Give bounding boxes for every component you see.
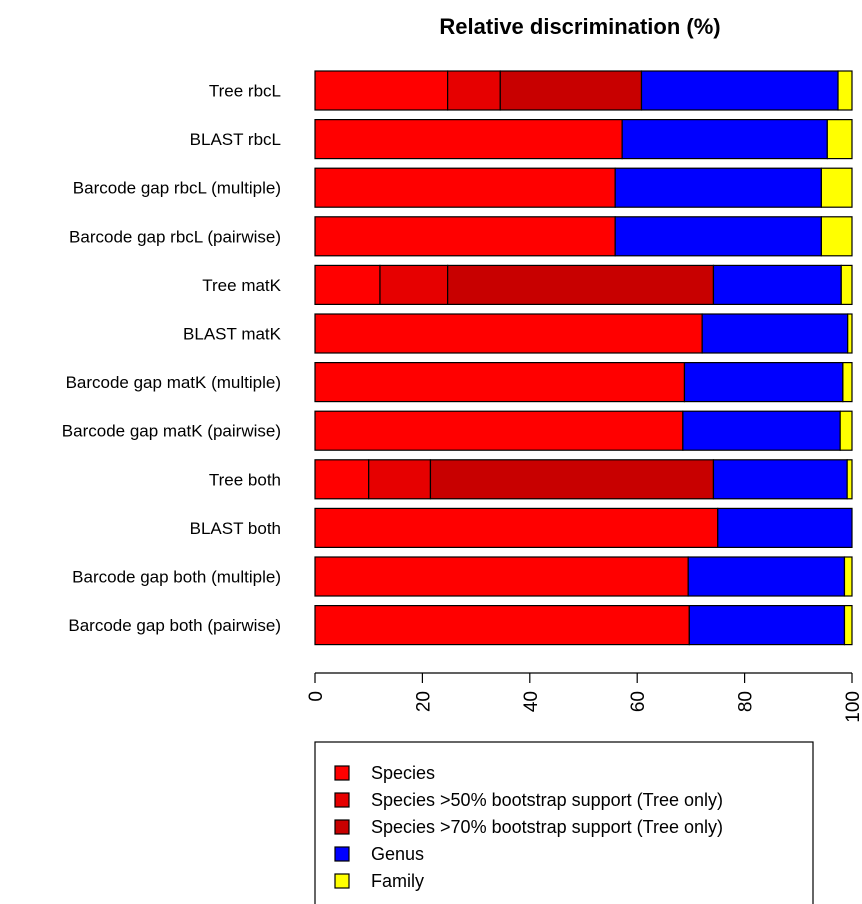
- category-label: Tree both: [209, 470, 281, 489]
- bar-segment-8-2: [429, 459, 715, 500]
- x-tick-label: 80: [736, 691, 757, 712]
- bar-segment-7-0: [314, 410, 684, 451]
- legend-swatch: [334, 846, 350, 862]
- x-tick-label: 20: [413, 691, 434, 712]
- bar-segment-4-2: [447, 264, 715, 305]
- legend-label: Genus: [371, 844, 424, 864]
- bar-segment-7-4: [839, 410, 853, 451]
- bar-segment-9-0: [314, 507, 719, 548]
- legend: Species Species >50% bootstrap support (T…: [314, 741, 814, 904]
- bar-segment-9-3: [717, 507, 853, 548]
- category-label: Barcode gap matK (pairwise): [62, 422, 281, 441]
- legend-swatch: [334, 873, 350, 889]
- bar-segment-6-3: [683, 362, 844, 403]
- legend-swatch: [334, 765, 350, 781]
- bar-segment-4-4: [840, 264, 853, 305]
- legend-swatch: [334, 819, 350, 835]
- bar-segment-4-3: [712, 264, 842, 305]
- bar-segment-0-3: [640, 70, 839, 111]
- x-axis: 0 20 40 60 80 100: [306, 672, 862, 723]
- category-label: BLAST matK: [183, 325, 282, 344]
- bar-segment-3-0: [314, 216, 616, 257]
- bar-segment-1-0: [314, 118, 623, 160]
- bar-segment-0-4: [837, 70, 853, 111]
- bar-segment-0-2: [499, 70, 643, 111]
- chart-title: Relative discrimination (%): [439, 14, 720, 39]
- bar-segment-2-0: [314, 167, 616, 208]
- x-tick-label: 100: [843, 691, 862, 723]
- category-label: Tree matK: [202, 276, 281, 295]
- bar-segment-7-3: [682, 410, 841, 451]
- bar-segment-10-4: [843, 556, 853, 597]
- bar-segment-10-3: [687, 556, 846, 597]
- bar-segment-5-4: [847, 313, 853, 354]
- bar-segment-11-0: [314, 604, 690, 646]
- bar-segment-11-3: [688, 604, 846, 646]
- bar-segment-8-0: [314, 459, 370, 500]
- category-label: Barcode gap both (multiple): [72, 568, 281, 587]
- category-labels: Tree rbcL BLAST rbcL Barcode gap rbcL (mul…: [62, 82, 282, 636]
- category-label: Barcode gap matK (multiple): [66, 373, 281, 392]
- bar-segment-3-4: [820, 216, 853, 257]
- category-label: Barcode gap both (pairwise): [68, 616, 281, 635]
- x-tick-label: 60: [628, 691, 649, 712]
- bar-segment-6-4: [842, 362, 853, 403]
- bar-segment-8-4: [846, 459, 853, 500]
- bars-group: [314, 70, 853, 646]
- category-label: BLAST both: [190, 519, 281, 538]
- bar-segment-0-0: [314, 70, 449, 111]
- legend-label: Species >70% bootstrap support (Tree onl…: [371, 817, 723, 837]
- bar-segment-8-1: [368, 459, 432, 500]
- bar-segment-5-0: [314, 313, 703, 354]
- x-tick-label: 40: [521, 691, 542, 712]
- bar-segment-4-0: [314, 264, 381, 305]
- bar-segment-0-1: [447, 70, 501, 111]
- category-label: BLAST rbcL: [190, 130, 281, 149]
- bar-segment-1-3: [621, 118, 828, 160]
- legend-label: Species: [371, 763, 435, 783]
- bar-segment-8-3: [712, 459, 848, 500]
- bar-segment-4-1: [379, 264, 449, 305]
- legend-label: Species >50% bootstrap support (Tree onl…: [371, 790, 723, 810]
- bar-segment-6-0: [314, 362, 686, 403]
- bar-segment-1-4: [826, 118, 853, 160]
- x-tick-label: 0: [306, 691, 327, 702]
- category-label: Barcode gap rbcL (multiple): [73, 179, 281, 198]
- bar-segment-2-4: [820, 167, 853, 208]
- bar-segment-5-3: [701, 313, 849, 354]
- bar-segment-3-3: [614, 216, 822, 257]
- legend-box: [314, 741, 814, 904]
- legend-label: Family: [371, 871, 424, 891]
- bar-segment-10-0: [314, 556, 689, 597]
- bar-segment-11-4: [843, 604, 853, 646]
- legend-swatch: [334, 792, 350, 808]
- category-label: Tree rbcL: [209, 82, 281, 101]
- bar-segment-2-3: [614, 167, 822, 208]
- category-label: Barcode gap rbcL (pairwise): [69, 227, 281, 246]
